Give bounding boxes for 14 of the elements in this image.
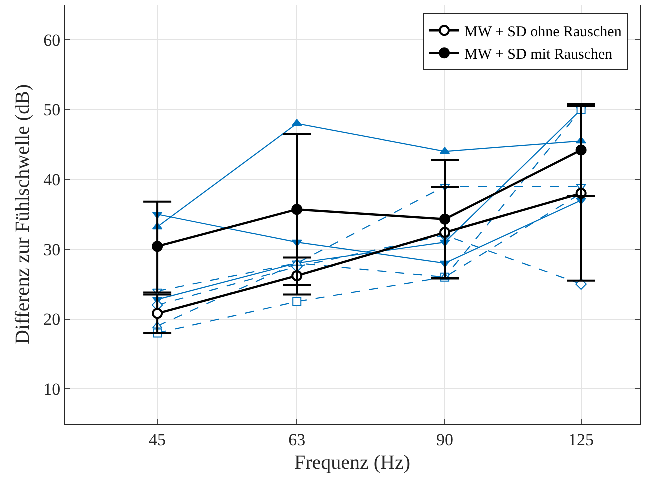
y-tick-label: 60 — [44, 30, 61, 50]
y-tick-label: 30 — [44, 240, 61, 260]
x-tick-label: 90 — [436, 430, 454, 450]
y-axis-title: Differenz zur Fühlschwelle (dB) — [12, 84, 34, 345]
y-tick-label: 50 — [44, 100, 61, 120]
y-tick-label: 20 — [44, 310, 61, 330]
x-tick-label: 45 — [149, 430, 166, 450]
y-tick-label: 10 — [44, 380, 61, 400]
x-tick-label: 63 — [288, 430, 306, 450]
legend-label: MW + SD mit Rauschen — [464, 46, 614, 63]
x-tick-label: 125 — [568, 430, 594, 450]
legend-label: MW + SD ohne Rauschen — [464, 24, 622, 40]
y-tick-label: 40 — [44, 170, 61, 190]
x-axis-title: Frequenz (Hz) — [294, 452, 411, 474]
